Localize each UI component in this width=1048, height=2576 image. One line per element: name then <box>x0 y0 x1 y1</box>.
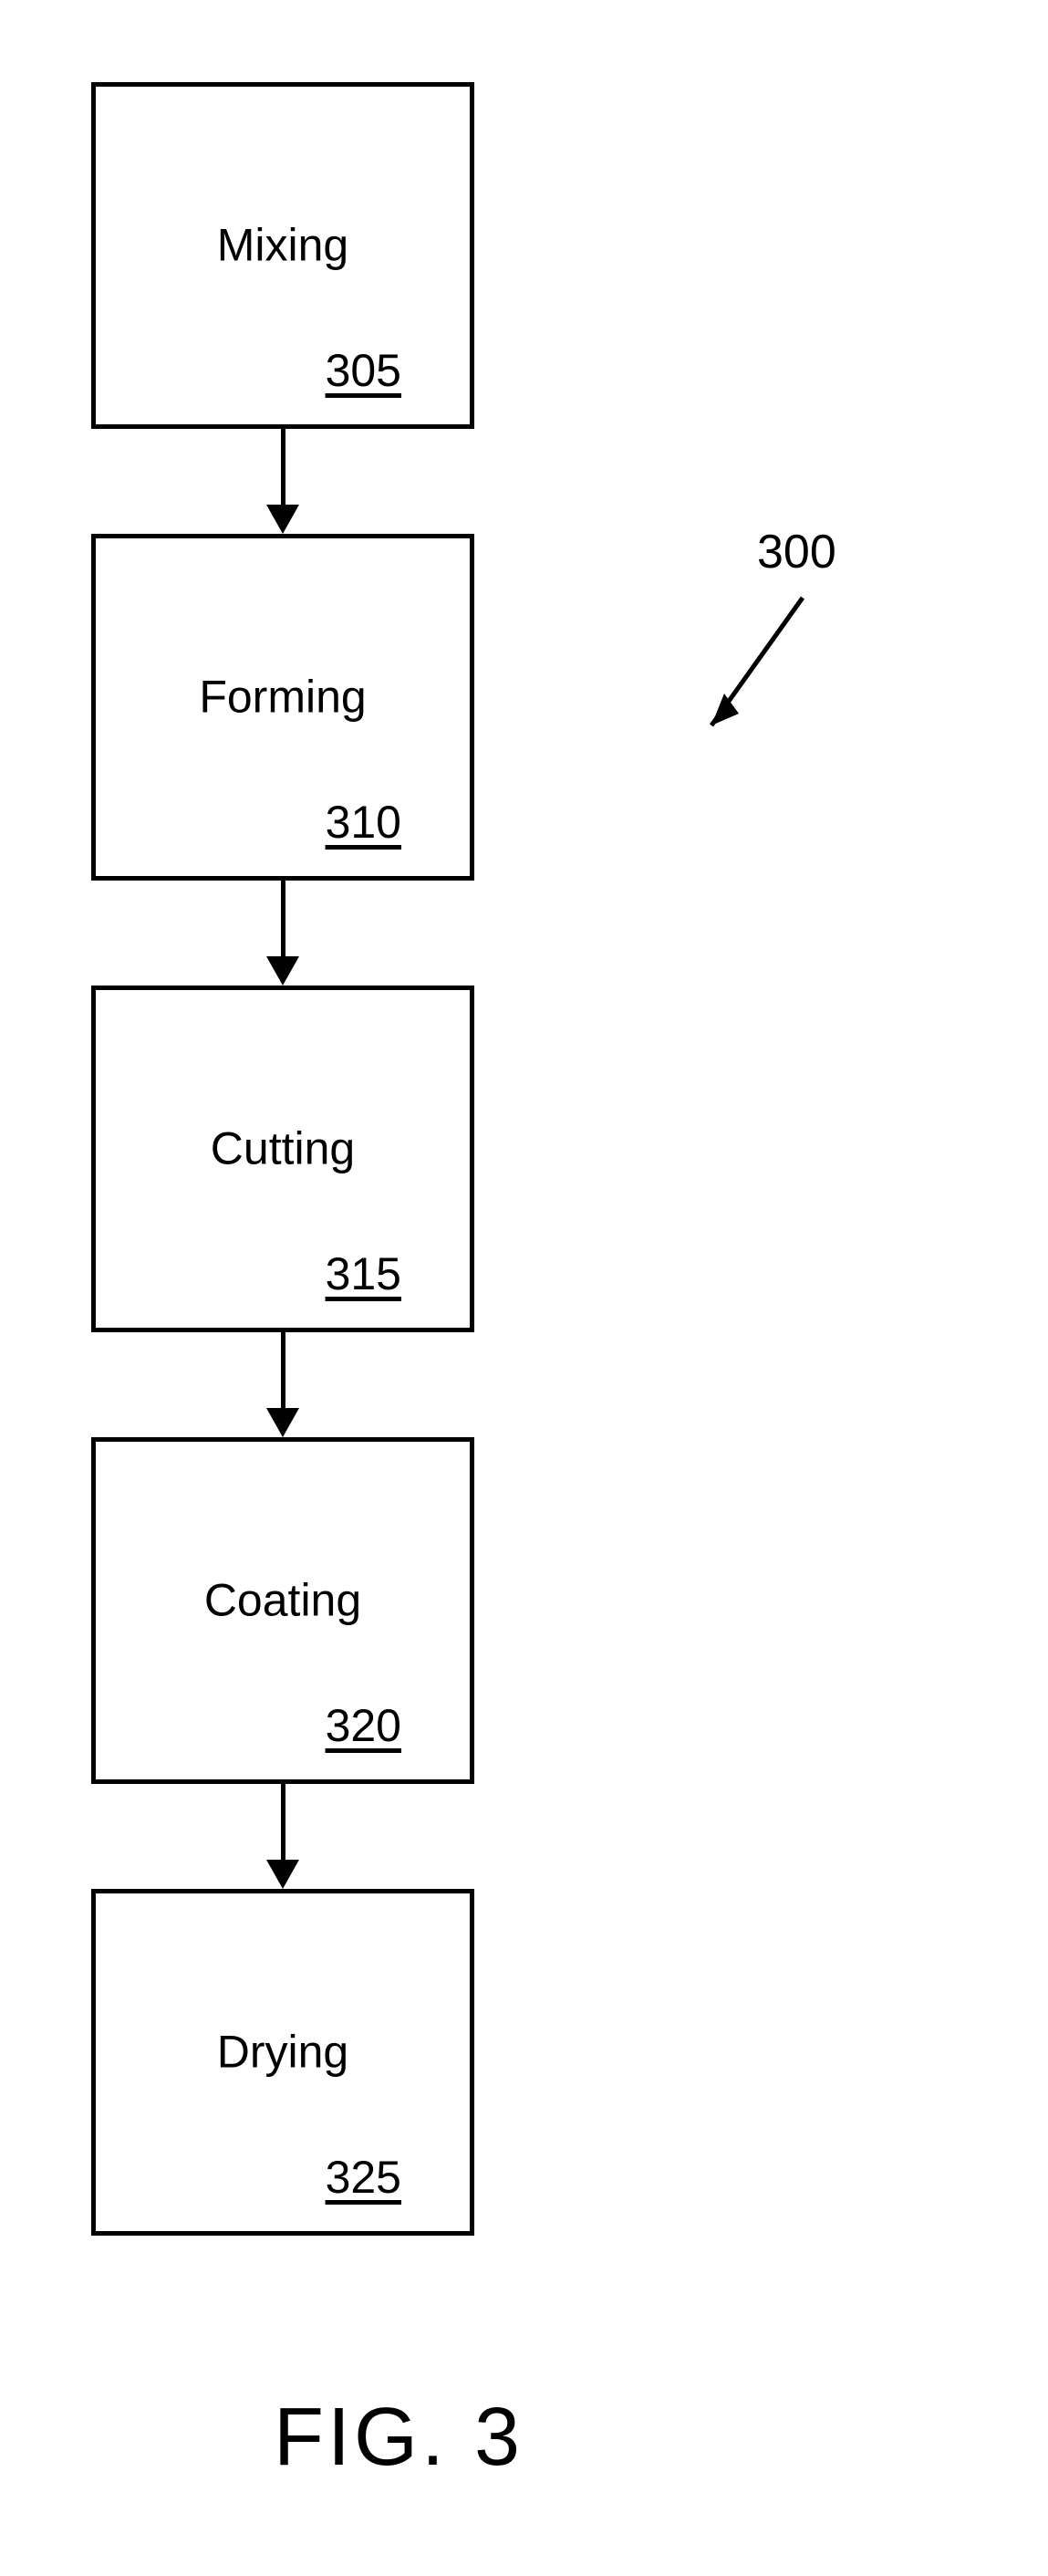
diagram-ref-label: 300 <box>757 525 836 579</box>
flow-node-ref: 305 <box>326 344 401 397</box>
diagram-container: Mixing 305 Forming 310 Cutting 315 Coati… <box>0 0 1048 2576</box>
flow-node-ref: 320 <box>326 1699 401 1752</box>
arrow-down-icon <box>266 881 299 986</box>
arrow-down-icon <box>266 1332 299 1437</box>
flowchart: Mixing 305 Forming 310 Cutting 315 Coati… <box>91 82 474 2236</box>
arrow-down-icon <box>266 1784 299 1889</box>
arrow-down-icon <box>266 429 299 534</box>
flow-node-mixing: Mixing 305 <box>91 82 474 429</box>
flow-node-ref: 315 <box>326 1247 401 1300</box>
flow-node-label: Cutting <box>211 1121 355 1174</box>
flow-node-forming: Forming 310 <box>91 534 474 881</box>
diagram-ref-arrow-icon <box>675 584 839 767</box>
flow-node-ref: 325 <box>326 2151 401 2204</box>
flow-node-coating: Coating 320 <box>91 1437 474 1784</box>
flow-node-label: Coating <box>204 1573 361 1626</box>
flow-node-ref: 310 <box>326 796 401 849</box>
flow-node-label: Mixing <box>217 218 348 271</box>
figure-label: FIG. 3 <box>274 2391 524 2485</box>
flow-node-drying: Drying 325 <box>91 1889 474 2236</box>
flow-node-label: Forming <box>199 670 366 723</box>
flow-node-label: Drying <box>217 2025 348 2078</box>
flow-node-cutting: Cutting 315 <box>91 986 474 1332</box>
